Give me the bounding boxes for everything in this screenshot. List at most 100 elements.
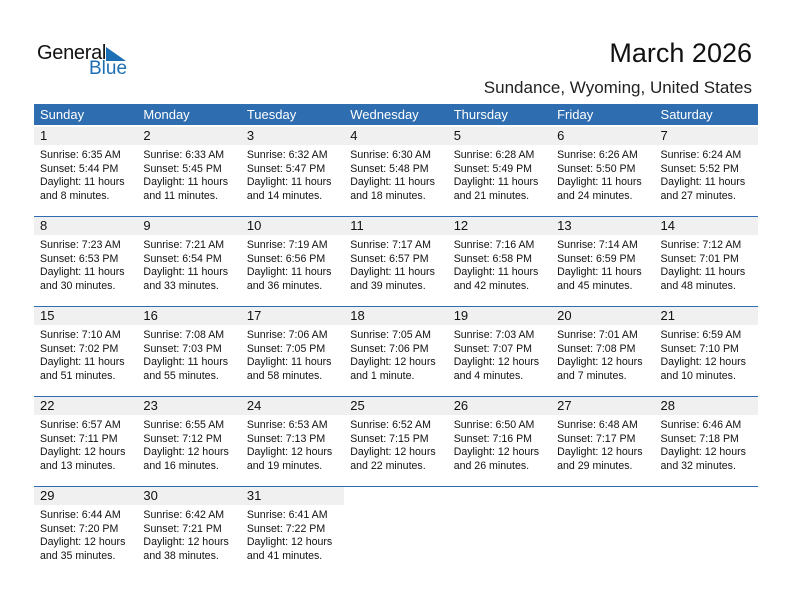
daylight-text: Daylight: 12 hours [557, 356, 643, 368]
sunrise-text: Sunrise: 6:32 AM [246, 149, 328, 161]
day-cell: 19 Sunrise: 7:03 AM Sunset: 7:07 PM Dayligh… [447, 307, 552, 396]
sunset-text: Sunset: 7:18 PM [660, 432, 739, 445]
sunrise-text: Sunrise: 7:06 AM [246, 329, 328, 341]
sunset-text: Sunset: 5:49 PM [453, 162, 533, 175]
sunset-text: Sunset: 7:08 PM [557, 342, 636, 355]
daylight-minutes: and 35 minutes. [40, 549, 116, 562]
daylight-minutes: and 4 minutes. [453, 369, 524, 382]
sunrise-text: Sunrise: 6:30 AM [350, 149, 431, 161]
day-cell: 24 Sunrise: 6:53 AM Sunset: 7:13 PM Dayligh… [240, 397, 345, 486]
daylight-text: Daylight: 12 hours [453, 356, 540, 368]
day-number: 25 [344, 397, 448, 415]
sunset-text: Sunset: 6:53 PM [40, 252, 119, 265]
day-number: 23 [137, 397, 241, 415]
day-number: 2 [137, 127, 241, 145]
sunrise-text: Sunrise: 6:44 AM [40, 509, 121, 521]
daylight-text: Daylight: 12 hours [246, 536, 333, 548]
sunrise-text: Sunrise: 6:57 AM [40, 419, 121, 431]
daylight-minutes: and 39 minutes. [350, 279, 426, 292]
day-cell: 15 Sunrise: 7:10 AM Sunset: 7:02 PM Dayligh… [34, 307, 138, 396]
day-number: 30 [137, 487, 241, 505]
daylight-minutes: and 1 minute. [350, 369, 415, 382]
daylight-minutes: and 38 minutes. [143, 549, 219, 562]
sunset-text: Sunset: 7:02 PM [40, 342, 119, 355]
daylight-text: Daylight: 12 hours [350, 356, 436, 368]
daylight-text: Daylight: 12 hours [660, 356, 746, 368]
sunset-text: Sunset: 7:06 PM [350, 342, 429, 355]
day-cell: 9 Sunrise: 7:21 AM Sunset: 6:54 PM Daylight… [137, 217, 241, 306]
sunrise-text: Sunrise: 7:08 AM [143, 329, 225, 341]
day-cell: 27 Sunrise: 6:48 AM Sunset: 7:17 PM Dayligh… [551, 397, 655, 486]
weekday-thursday: Thursday [453, 107, 508, 122]
day-cell: 21 Sunrise: 6:59 AM Sunset: 7:10 PM Dayligh… [654, 307, 758, 396]
daylight-minutes: and 27 minutes. [660, 189, 736, 202]
day-number: 4 [344, 127, 448, 145]
location: Sundance, Wyoming, United States [483, 78, 752, 97]
daylight-minutes: and 41 minutes. [246, 549, 323, 562]
sunset-text: Sunset: 5:44 PM [40, 162, 119, 175]
logo: General Blue [37, 42, 132, 82]
daylight-minutes: and 14 minutes. [246, 189, 323, 202]
sunset-text: Sunset: 7:11 PM [40, 432, 118, 445]
day-number: 9 [137, 217, 241, 235]
daylight-minutes: and 21 minutes. [453, 189, 530, 202]
daylight-minutes: and 24 minutes. [557, 189, 633, 202]
weekday-wednesday: Wednesday [350, 107, 419, 122]
sunrise-text: Sunrise: 7:17 AM [350, 239, 431, 251]
sunrise-text: Sunrise: 6:41 AM [246, 509, 328, 521]
sunrise-text: Sunrise: 7:23 AM [40, 239, 121, 251]
daylight-text: Daylight: 12 hours [246, 446, 333, 458]
day-cell: 7 Sunrise: 6:24 AM Sunset: 5:52 PM Daylight… [654, 127, 758, 217]
sunrise-text: Sunrise: 7:12 AM [660, 239, 742, 251]
sunrise-text: Sunrise: 6:59 AM [660, 329, 742, 341]
day-cell: 16 Sunrise: 7:08 AM Sunset: 7:03 PM Dayligh… [137, 307, 241, 396]
day-cell: 6 Sunrise: 6:26 AM Sunset: 5:50 PM Daylight… [551, 127, 655, 217]
daylight-text: Daylight: 11 hours [557, 176, 642, 188]
week-row: 22 Sunrise: 6:57 AM Sunset: 7:11 PM Dayligh… [34, 396, 758, 486]
weekday-tuesday: Tuesday [246, 107, 297, 122]
sunset-text: Sunset: 7:20 PM [40, 522, 119, 535]
daylight-minutes: and 26 minutes. [453, 459, 530, 472]
sunset-text: Sunset: 7:05 PM [246, 342, 326, 355]
sunrise-text: Sunrise: 7:14 AM [557, 239, 638, 251]
day-number: 8 [34, 217, 138, 235]
daylight-text: Daylight: 11 hours [143, 266, 229, 278]
sunset-text: Sunset: 7:17 PM [557, 432, 636, 445]
week-row: 1 Sunrise: 6:35 AM Sunset: 5:44 PM Daylight… [34, 127, 758, 217]
day-number: 16 [137, 307, 241, 325]
sunset-text: Sunset: 7:22 PM [246, 522, 326, 535]
day-cell: 10 Sunrise: 7:19 AM Sunset: 6:56 PM Dayligh… [240, 217, 345, 306]
week-row: 8 Sunrise: 7:23 AM Sunset: 6:53 PM Daylight… [34, 216, 758, 306]
sunset-text: Sunset: 5:47 PM [246, 162, 326, 175]
day-cell: 14 Sunrise: 7:12 AM Sunset: 7:01 PM Dayligh… [654, 217, 758, 306]
day-cell: 30 Sunrise: 6:42 AM Sunset: 7:21 PM Dayligh… [137, 487, 241, 576]
daylight-text: Daylight: 11 hours [660, 176, 746, 188]
sunset-text: Sunset: 6:59 PM [557, 252, 636, 265]
daylight-text: Daylight: 11 hours [143, 176, 229, 188]
day-number: 12 [447, 217, 552, 235]
day-number: 29 [34, 487, 138, 505]
daylight-text: Daylight: 11 hours [246, 266, 332, 278]
daylight-text: Daylight: 12 hours [143, 536, 229, 548]
daylight-text: Daylight: 12 hours [143, 446, 229, 458]
daylight-minutes: and 48 minutes. [660, 279, 736, 292]
day-number: 26 [447, 397, 552, 415]
daylight-text: Daylight: 11 hours [40, 266, 125, 278]
daylight-text: Daylight: 11 hours [40, 356, 125, 368]
day-number: 6 [551, 127, 655, 145]
sunrise-text: Sunrise: 6:46 AM [660, 419, 742, 431]
empty-cell [655, 487, 758, 576]
daylight-text: Daylight: 12 hours [40, 536, 126, 548]
day-cell: 5 Sunrise: 6:28 AM Sunset: 5:49 PM Daylight… [447, 127, 552, 217]
sunset-text: Sunset: 7:10 PM [660, 342, 739, 355]
day-cell: 1 Sunrise: 6:35 AM Sunset: 5:44 PM Daylight… [34, 127, 138, 217]
week-row: 15 Sunrise: 7:10 AM Sunset: 7:02 PM Dayligh… [34, 306, 758, 396]
daylight-text: Daylight: 12 hours [557, 446, 643, 458]
sunrise-text: Sunrise: 7:05 AM [350, 329, 431, 341]
day-number: 28 [654, 397, 758, 415]
day-number: 3 [240, 127, 345, 145]
sunset-text: Sunset: 7:21 PM [143, 522, 222, 535]
sunrise-text: Sunrise: 6:53 AM [246, 419, 328, 431]
sunrise-text: Sunrise: 6:55 AM [143, 419, 225, 431]
week-row: 29 Sunrise: 6:44 AM Sunset: 7:20 PM Dayligh… [34, 486, 758, 576]
